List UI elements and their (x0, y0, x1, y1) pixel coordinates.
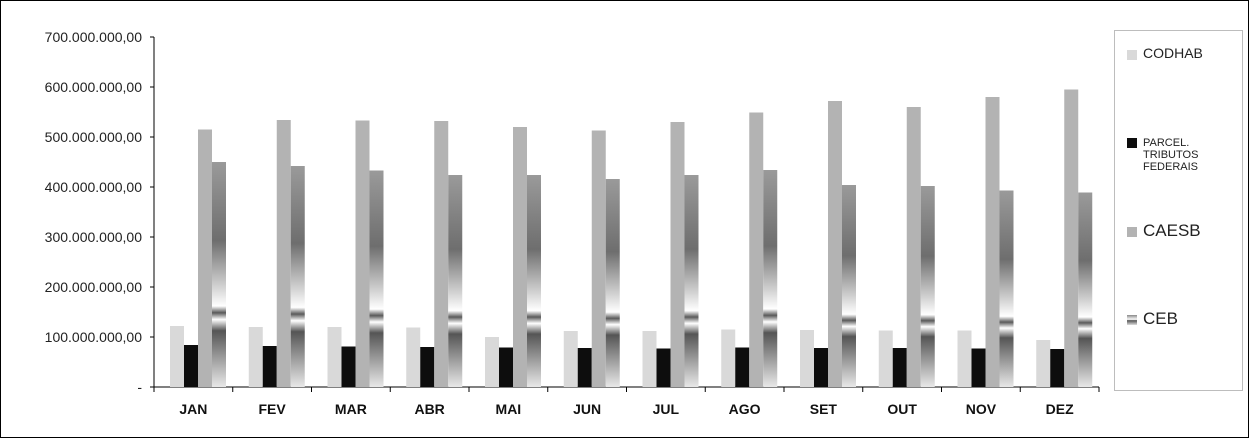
x-tick-label: MAI (496, 401, 522, 417)
bar-codhab (800, 330, 814, 387)
bar-parcel-tributos (971, 348, 986, 387)
bar-parcel-tributos (892, 348, 907, 387)
bar-ceb (605, 179, 620, 387)
bar-caesb (591, 130, 606, 387)
bar-codhab (957, 330, 972, 387)
bar-ceb (369, 170, 384, 387)
bar-codhab (485, 337, 499, 387)
legend: CODHAB PARCEL. TRIBUTOS FEDERAIS CAESB C… (1114, 30, 1243, 391)
bar-parcel-tributos (262, 346, 277, 387)
bar-caesb (198, 129, 212, 387)
legend-label-line: PARCEL. (1143, 137, 1190, 149)
legend-label-codhab: CODHAB (1143, 45, 1203, 61)
bar-ceb (1078, 192, 1093, 387)
bar-ceb (448, 175, 463, 387)
legend-item-codhab: CODHAB (1127, 45, 1203, 61)
legend-swatch-codhab (1127, 50, 1137, 60)
bar-codhab (878, 330, 893, 387)
bar-ceb (842, 185, 856, 387)
legend-label-ceb: CEB (1143, 309, 1178, 328)
bar-parcel-tributos (420, 347, 435, 387)
bar-parcel-tributos (184, 345, 198, 387)
y-tick-label: 200.000.000,00 (45, 279, 143, 295)
bar-ceb (527, 175, 541, 387)
x-tick-label: JUN (573, 401, 601, 417)
y-tick-label: - (137, 379, 142, 395)
x-tick-label: FEV (259, 401, 287, 417)
x-tick-label: MAR (335, 401, 367, 417)
legend-label-line: TRIBUTOS (1143, 149, 1199, 162)
bar-parcel-tributos (341, 346, 356, 387)
bar-caesb (276, 120, 291, 387)
bar-parcel-tributos (735, 347, 750, 387)
x-tick-label: AGO (729, 401, 761, 417)
bar-ceb (920, 186, 935, 387)
y-tick-label: 500.000.000,00 (45, 129, 143, 145)
legend-label-parcel-tributos: PARCEL. TRIBUTOS FEDERAIS (1143, 137, 1198, 173)
legend-label-line: FEDERAIS (1143, 161, 1199, 174)
bar-ceb (763, 170, 778, 387)
bar-codhab (1036, 340, 1051, 387)
bar-parcel-tributos (499, 347, 513, 387)
bar-codhab (406, 327, 421, 387)
chart-plot: - 100.000.000,00 200.000.000,00 300.000.000… (45, 29, 1100, 417)
x-tick-label: NOV (966, 401, 997, 417)
bar-ceb (212, 162, 226, 387)
bar-caesb (985, 97, 1000, 387)
legend-item-parcel-tributos: PARCEL. TRIBUTOS FEDERAIS (1127, 137, 1198, 173)
bar-caesb (828, 101, 842, 387)
y-tick-label: 400.000.000,00 (45, 179, 143, 195)
y-tick-label: 700.000.000,00 (45, 29, 143, 45)
bar-caesb (1064, 89, 1079, 387)
x-tick-label: DEZ (1046, 401, 1074, 417)
x-tick-label: ABR (414, 401, 444, 417)
bar-codhab (642, 331, 657, 387)
x-tick-label: JUL (653, 401, 680, 417)
bar-caesb (434, 121, 449, 387)
bar-parcel-tributos (577, 348, 592, 387)
y-tick-label: 100.000.000,00 (45, 329, 143, 345)
bar-caesb (670, 122, 685, 387)
bar-parcel-tributos (814, 348, 828, 387)
bar-ceb (684, 175, 699, 387)
bar-parcel-tributos (656, 348, 671, 387)
bar-codhab (327, 327, 342, 387)
bar-caesb (355, 120, 370, 387)
x-tick-label: JAN (179, 401, 207, 417)
legend-swatch-ceb (1127, 315, 1137, 325)
bar-parcel-tributos (1050, 349, 1065, 387)
legend-label-caesb: CAESB (1143, 221, 1201, 240)
bar-codhab (721, 329, 736, 387)
bar-caesb (749, 112, 764, 387)
bar-codhab (248, 327, 263, 387)
bar-ceb (999, 190, 1014, 387)
bar-caesb (906, 107, 921, 387)
bar-ceb (290, 166, 305, 387)
y-tick-label: 300.000.000,00 (45, 229, 143, 245)
legend-item-ceb: CEB (1127, 309, 1178, 329)
bar-codhab (170, 326, 184, 387)
legend-swatch-caesb (1127, 227, 1137, 237)
bar-caesb (513, 127, 527, 387)
x-tick-label: SET (810, 401, 838, 417)
legend-swatch-parcel-tributos (1127, 138, 1137, 148)
legend-item-caesb: CAESB (1127, 221, 1201, 241)
y-tick-label: 600.000.000,00 (45, 79, 143, 95)
bar-codhab (563, 331, 578, 387)
x-tick-label: OUT (887, 401, 917, 417)
